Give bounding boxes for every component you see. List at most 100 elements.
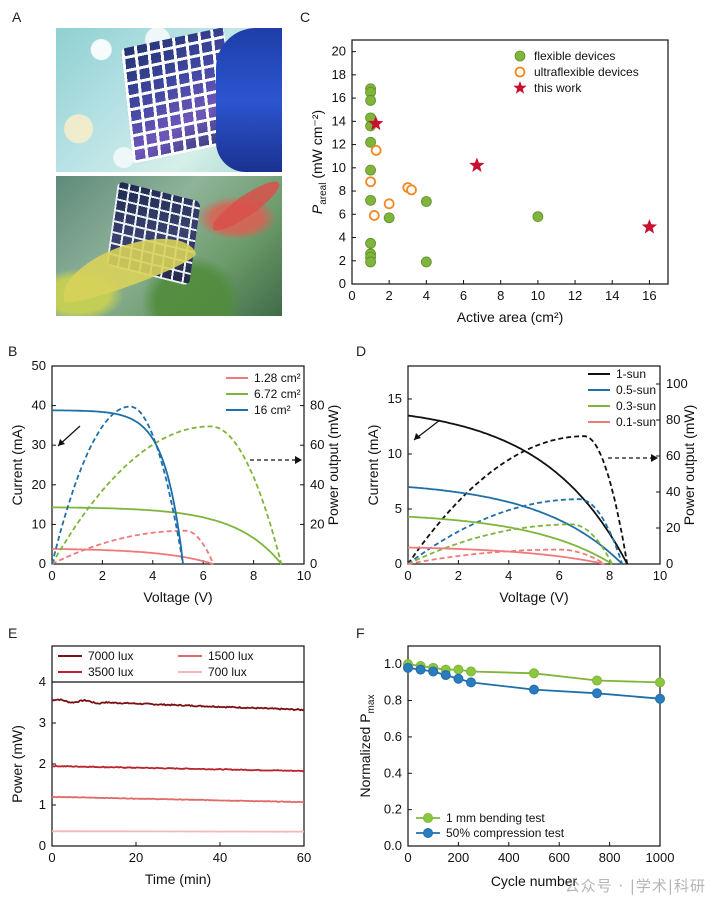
chart-c-legend-ultraflexible: ultraflexible devices	[534, 65, 639, 79]
chart-b-xtick-label: 6	[200, 568, 207, 583]
chart-b-ytick-left-label: 20	[32, 477, 46, 492]
chart-b-legend-label: 1.28 cm²	[254, 371, 301, 385]
chart-c-ytick-label: 18	[332, 67, 346, 82]
photo-device-on-plant	[56, 176, 282, 316]
chart-f-xtick-label: 600	[548, 850, 570, 865]
chart-b-ytick-right-label: 20	[310, 516, 324, 531]
chart-d-ytick-left-label: 5	[395, 501, 402, 516]
chart-f-series-point	[440, 670, 451, 681]
chart-d-legend-label: 1-sun	[616, 367, 646, 381]
chart-d-xtick-label: 4	[505, 568, 512, 583]
chart-d-jv-curve	[407, 515, 613, 565]
chart-d-xtick-label: 6	[556, 568, 563, 583]
chart-f-frame	[407, 645, 661, 847]
chart-b-ytick-right-label: 80	[310, 398, 324, 413]
chart-f-xtick-label: 800	[599, 850, 621, 865]
chart-e-ytick-label: 3	[39, 715, 46, 730]
chart-c-point-this-work	[368, 115, 384, 131]
chart-c-point-ultraflexible	[383, 198, 395, 210]
chart-b-ytick-right-label: 40	[310, 477, 324, 492]
panel-letter-D: D	[356, 343, 366, 359]
chart-e-ylabel: Power (mW)	[9, 725, 25, 803]
chart-e-xtick-label: 40	[213, 850, 227, 865]
chart-f-ytick-label: 0.0	[384, 838, 402, 853]
chart-d-legend-label: 0.3-sun	[616, 399, 656, 413]
chart-c-point-this-work	[641, 219, 657, 234]
chart-f-ytick-label: 1.0	[384, 656, 402, 671]
chart-c-ylabel-unit: (mW cm⁻²)	[309, 110, 325, 183]
chart-e-xtick-label: 60	[297, 850, 311, 865]
panel-letter-E: E	[8, 625, 17, 641]
chart-c-legend-this-work: this work	[534, 81, 582, 95]
panel-letter-B: B	[8, 343, 17, 359]
chart-d-ytick-right-label: 20	[666, 520, 680, 535]
chart-c-legend-marker-ultraflexible	[514, 66, 526, 78]
chart-c-point-flexible	[365, 95, 376, 106]
chart-c-xtick-label: 4	[423, 288, 430, 303]
chart-f-ytick-label: 0.4	[384, 765, 402, 780]
chart-d-power-curve	[407, 498, 624, 565]
chart-b-xlabel: Voltage (V)	[143, 589, 212, 605]
chart-f-ytick-label: 0.2	[384, 802, 402, 817]
chart-b-xtick-label: 4	[149, 568, 156, 583]
chart-d-jv-curve	[407, 486, 623, 565]
chart-c-point-flexible	[365, 194, 376, 206]
chart-b-arrow-left-head	[58, 439, 65, 446]
chart-d-legend-label: 0.5-sun	[616, 383, 656, 397]
chart-b-ytick-left-label: 10	[32, 516, 46, 531]
chart-d-power-curve	[407, 435, 629, 565]
chart-e-series-line	[51, 830, 305, 833]
chart-d-xtick-label: 0	[404, 568, 411, 583]
chart-c-point-flexible	[383, 212, 395, 224]
chart-b-jv-curve	[52, 548, 214, 565]
chart-c-ytick-label: 12	[332, 137, 346, 152]
chart-c-xtick-label: 2	[386, 288, 393, 303]
chart-e-xtick-label: 0	[48, 850, 55, 865]
chart-c-ytick-label: 0	[339, 276, 346, 291]
chart-e-legend-label: 1500 lux	[208, 649, 253, 663]
chart-c-xtick-label: 14	[605, 288, 619, 303]
chart-f-xtick-label: 400	[498, 850, 520, 865]
chart-c-legend-flexible: flexible devices	[534, 49, 615, 63]
chart-f-ylabel-sub: max	[366, 695, 377, 714]
chart-d-legend-label: 0.1-sun	[616, 415, 656, 429]
chart-c-ylabel-main: P	[309, 204, 325, 214]
chart-d-ytick-left-label: 15	[388, 391, 402, 406]
chart-f-legend-marker	[423, 828, 433, 838]
chart-d-xtick-label: 2	[455, 568, 462, 583]
chart-b-ytick-right-label: 60	[310, 437, 324, 452]
chart-c-ytick-label: 6	[339, 206, 346, 221]
chart-f-series-point	[592, 688, 602, 699]
chart-b-power-curve	[51, 529, 215, 565]
chart-f-legend-label: 1 mm bending test	[446, 811, 545, 825]
panel-letter-A: A	[12, 9, 22, 25]
chart-d-ylabel-right: Power output (mW)	[681, 405, 697, 526]
chart-e-ytick-label: 4	[39, 674, 46, 689]
chart-c-ytick-label: 4	[339, 230, 346, 245]
chart-d-ytick-right-label: 60	[666, 448, 680, 463]
panel-letter-F: F	[356, 625, 365, 641]
chart-f-series-point	[655, 677, 665, 688]
chart-f-series-point	[466, 677, 476, 688]
watermark: 公众号 · |学术|科研	[564, 877, 706, 895]
chart-f-xtick-label: 1000	[646, 850, 675, 865]
chart-d-power-curve	[407, 523, 613, 565]
chart-c-point-flexible	[365, 237, 376, 249]
chart-c-point-flexible	[532, 211, 544, 223]
chart-f-series-point	[529, 668, 539, 679]
chart-c-xtick-label: 16	[642, 288, 656, 303]
chart-e-series-line	[51, 698, 304, 712]
chart-e-ytick-label: 1	[39, 797, 46, 812]
chart-c-ylabel-sub: areal	[318, 183, 329, 205]
chart-d-ytick-right-label: 80	[666, 412, 680, 427]
chart-f-series-point	[403, 662, 413, 673]
chart-b-ytick-left-label: 30	[32, 437, 46, 452]
chart-c-ytick-label: 10	[332, 160, 346, 175]
chart-f-series-point	[428, 666, 439, 677]
chart-c-point-this-work	[469, 157, 485, 172]
chart-d-jv-curve	[408, 546, 605, 565]
chart-b-power-curve	[51, 405, 184, 565]
chart-c-xtick-label: 12	[568, 288, 582, 303]
chart-b-ytick-left-label: 50	[32, 358, 46, 373]
